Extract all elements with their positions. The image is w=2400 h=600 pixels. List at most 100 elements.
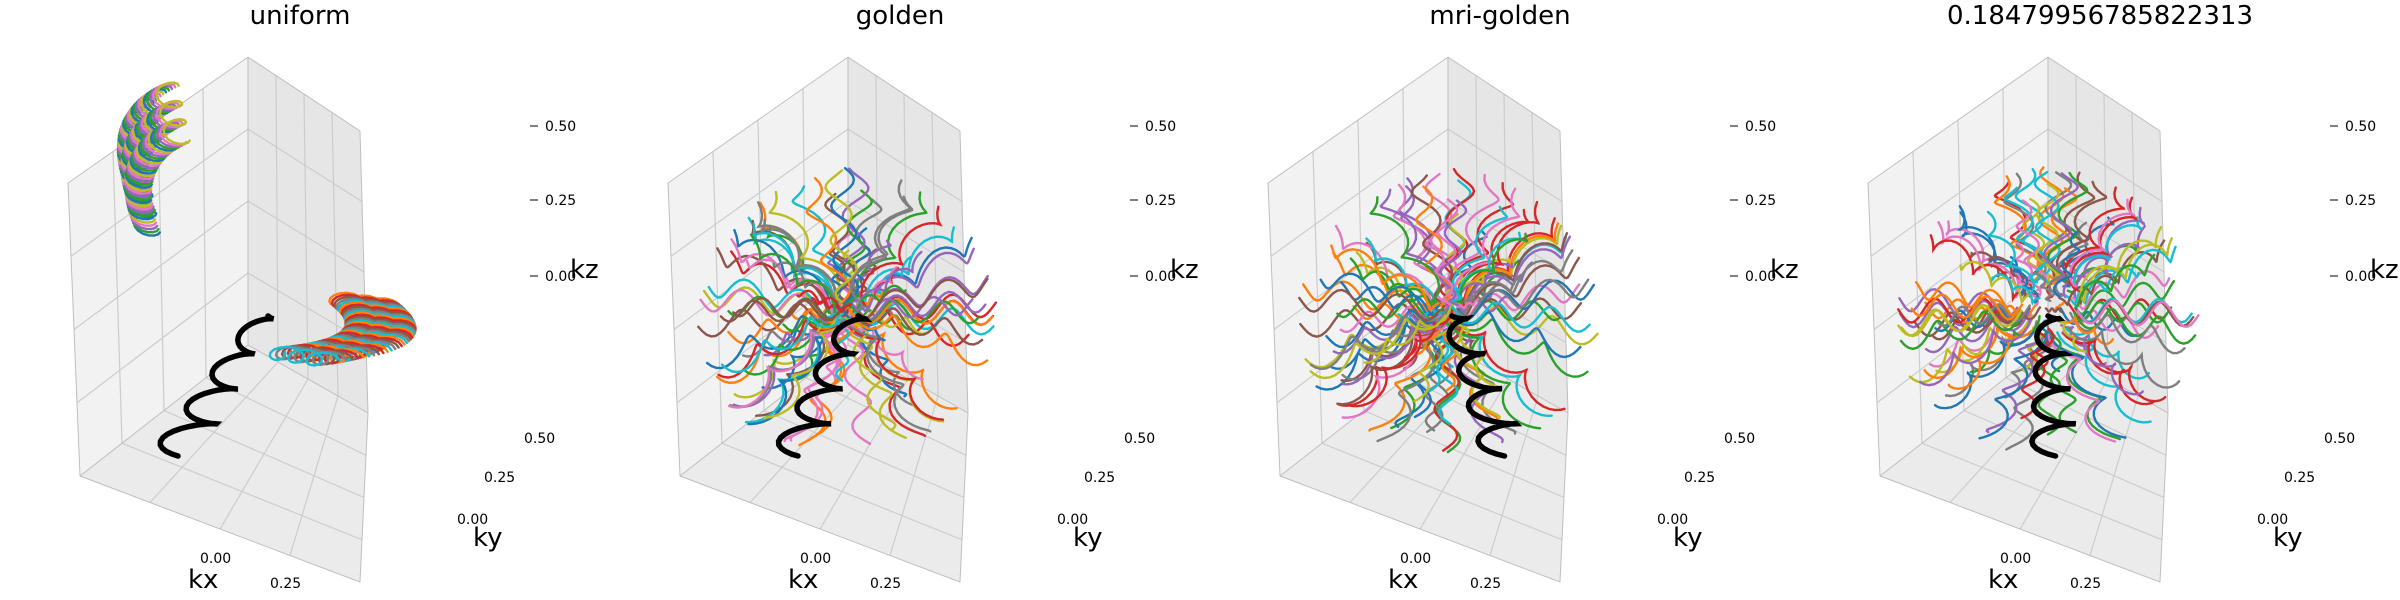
- axis-edge: [79, 475, 361, 583]
- grid-line: [73, 200, 249, 330]
- trajectory: [828, 248, 854, 307]
- axis-edge: [1559, 130, 1569, 414]
- axis-edge: [667, 182, 681, 477]
- trajectory: [1319, 272, 1443, 317]
- trajectory: [280, 344, 354, 366]
- pane-floor: [680, 345, 968, 582]
- x-tick-label: 0.25: [270, 576, 301, 592]
- trajectory: [742, 317, 845, 376]
- axis-edge: [679, 475, 961, 583]
- subplot-custom-angle: 0.184799567858223130.000.250.50kz0.000.2…: [1867, 1, 2399, 595]
- z-tick-label: 0.50: [2345, 119, 2376, 135]
- trajectory: [719, 298, 846, 323]
- y-tick-label: 0.25: [1684, 470, 1715, 486]
- trajectory: [852, 298, 994, 327]
- trajectory: [1914, 280, 2019, 316]
- trajectory: [274, 345, 348, 367]
- axis-edge: [959, 412, 969, 583]
- trajectory: [1959, 260, 2032, 304]
- trajectory: [1978, 331, 2048, 440]
- trajectory: [2078, 237, 2173, 304]
- trajectory: [1991, 273, 2041, 306]
- trajectory: [857, 277, 989, 319]
- axis-edge: [2047, 344, 2169, 414]
- trajectory: [717, 308, 850, 379]
- pane-floor: [80, 345, 368, 582]
- x-tick-label: 0.25: [1470, 576, 1501, 592]
- z-tick-label: 0.25: [545, 193, 576, 209]
- y-tick-label: 0.00: [2257, 512, 2288, 528]
- trajectory: [1330, 244, 1440, 311]
- x-axis-label: kx: [1988, 565, 2018, 595]
- y-axis-label: ky: [473, 523, 503, 553]
- z-axis-label: kz: [570, 255, 599, 285]
- trajectory: [1456, 279, 1595, 320]
- trajectory: [1910, 293, 2024, 321]
- trajectory: [2068, 198, 2137, 288]
- grid-lines: [670, 75, 967, 556]
- trajectory: [2047, 333, 2117, 443]
- grid-line: [673, 200, 849, 330]
- trajectory: [829, 167, 860, 305]
- highlighted-trajectory: [2029, 313, 2077, 459]
- z-tick-label: 0.25: [2345, 193, 2376, 209]
- trajectory: [732, 296, 847, 321]
- trajectory: [1341, 307, 1452, 386]
- subplot-golden: golden0.000.250.50kz0.000.250.50ky0.000.…: [667, 1, 1199, 595]
- z-tick-label: 0.00: [545, 269, 576, 285]
- trajectory: [268, 345, 342, 367]
- grid-line: [1447, 200, 1565, 273]
- trajectory: [2076, 299, 2200, 328]
- trajectory: [126, 103, 162, 167]
- trajectory: [1452, 310, 1582, 359]
- trajectory: [727, 313, 852, 409]
- x-axis-label: kx: [188, 565, 218, 595]
- trajectory: [763, 318, 851, 420]
- trajectory: [2034, 270, 2052, 302]
- axis-edge: [1279, 344, 1449, 477]
- subplot-mri-golden: mri-golden0.000.250.50kz0.000.250.50ky0.…: [1267, 1, 1799, 595]
- grid-line: [931, 112, 939, 397]
- axis-edge: [1267, 56, 1449, 184]
- x-tick-label: 0.00: [1400, 551, 1431, 567]
- y-axis-label: ky: [2273, 523, 2303, 553]
- z-tick-label: 0.00: [1145, 269, 1176, 285]
- trajectory: [123, 108, 159, 172]
- trajectory: [850, 299, 980, 325]
- trajectory: [843, 307, 924, 381]
- y-tick-label: 0.00: [1657, 512, 1688, 528]
- axis-edge: [2159, 130, 2169, 414]
- trajectory: [1413, 310, 1457, 403]
- trajectory: [2034, 182, 2060, 286]
- subplot-uniform: uniform0.000.250.50kz0.000.250.50ky0.000…: [67, 1, 599, 595]
- y-tick-label: 0.50: [1724, 431, 1755, 447]
- trajectory: [824, 169, 858, 304]
- trajectory: [2033, 170, 2061, 284]
- z-axis-label: kz: [1170, 255, 1199, 285]
- trajectory: [1352, 302, 1440, 321]
- trajectory: [1923, 324, 2029, 380]
- z-tick-label: 0.00: [2345, 269, 2376, 285]
- trajectory: [2078, 245, 2177, 305]
- axis-edge: [1867, 182, 1881, 477]
- trajectory: [2072, 269, 2171, 311]
- trajectory: [2044, 307, 2063, 313]
- axis-edge: [2159, 412, 2169, 583]
- x-tick-label: 0.00: [200, 551, 231, 567]
- trajectory: [148, 84, 185, 149]
- grid-line: [819, 378, 909, 530]
- axis-edge: [1879, 344, 2049, 477]
- grid-lines: [70, 75, 367, 556]
- trajectory: [1365, 237, 1439, 313]
- axis-edge: [247, 344, 369, 414]
- trajectory: [730, 238, 836, 314]
- x-axis-label: kx: [1388, 565, 1418, 595]
- trajectory: [857, 250, 923, 314]
- trajectory: [1457, 278, 1590, 320]
- y-tick-label: 0.50: [524, 431, 555, 447]
- axis-edge: [959, 130, 969, 414]
- trajectory: [2066, 326, 2181, 389]
- trajectory: [810, 306, 854, 338]
- trajectory: [1460, 217, 1556, 310]
- trajectory: [1459, 222, 1560, 309]
